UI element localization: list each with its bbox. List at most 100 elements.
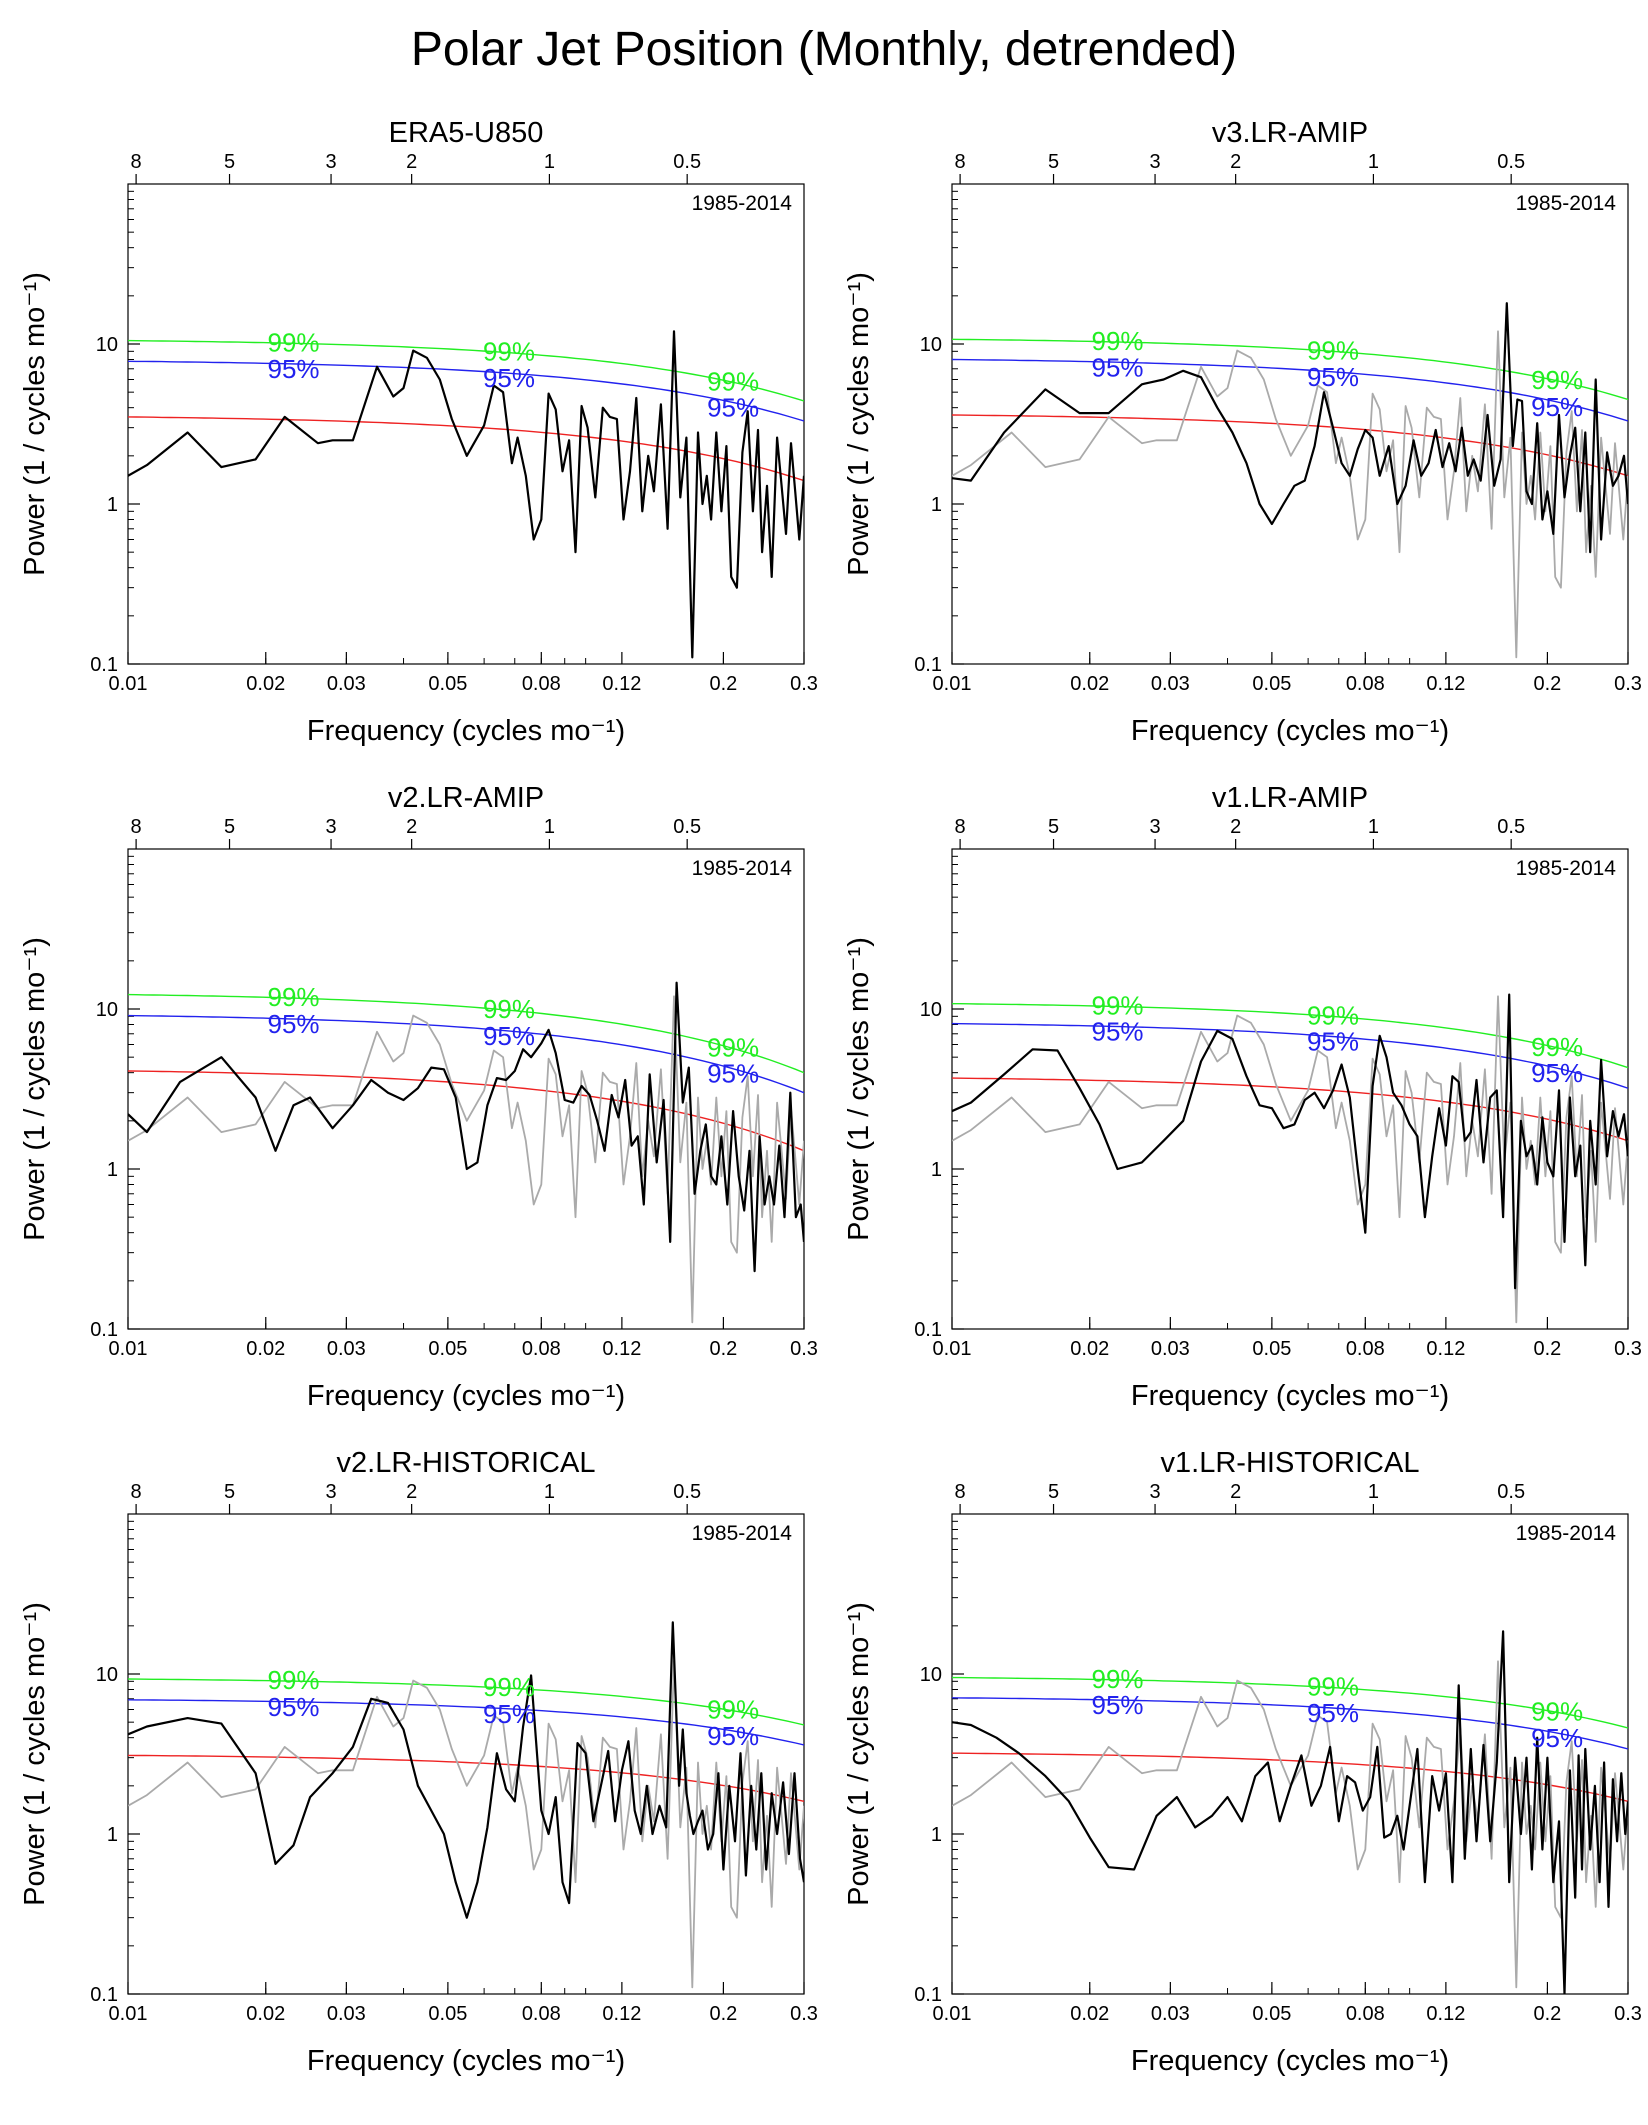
x-tick-label: 0.05: [428, 673, 467, 695]
top-tick-label: 2: [1230, 1481, 1241, 1503]
plot-area: [952, 302, 1628, 659]
sig95-curve: [952, 1022, 1628, 1089]
y-tick-label: 10: [96, 999, 118, 1021]
y-tick-label: 0.1: [914, 1984, 942, 2006]
series-era5-u850: [128, 330, 804, 659]
x-tick-label: 0.12: [602, 2003, 641, 2025]
sig99-label: 99%: [1307, 335, 1359, 365]
x-axis-label: Frequency (cycles mo⁻¹): [307, 1380, 625, 1412]
series-v2-lr-amip: [128, 981, 804, 1273]
sig99-label: 99%: [268, 327, 320, 357]
x-tick-label: 0.08: [1346, 673, 1385, 695]
top-tick-label: 5: [1048, 816, 1059, 838]
sig99-label: 99%: [1531, 365, 1583, 395]
x-tick-label: 0.12: [602, 1338, 641, 1360]
top-tick-label: 8: [131, 816, 142, 838]
top-tick-label: 1: [1368, 151, 1379, 173]
series-v2-lr-historical: [128, 1621, 804, 1919]
sig99-curve: [952, 338, 1628, 401]
x-tick-label: 0.3: [790, 2003, 818, 2025]
y-tick-label: 1: [931, 494, 942, 516]
y-tick-label: 10: [920, 1664, 942, 1686]
y-axis-label: Power (1 / cycles mo⁻¹): [843, 272, 875, 576]
sig95-label: 95%: [483, 1699, 535, 1729]
x-tick-label: 0.02: [246, 673, 285, 695]
x-tick-label: 0.12: [602, 673, 641, 695]
top-tick-label: 1: [1368, 1481, 1379, 1503]
plot-frame: [951, 848, 1629, 1330]
x-tick-label: 0.08: [1346, 2003, 1385, 2025]
x-tick-label: 0.01: [109, 1338, 148, 1360]
sig99-label: 99%: [707, 1695, 759, 1725]
y-tick-label: 0.1: [914, 654, 942, 676]
panel-v2-lr-amip: v2.LR-AMIP 0.01 0.02 0.03 0.05 0.08 0.12 0.2 0.3…: [0, 765, 824, 1430]
top-tick-label: 0.5: [673, 1481, 701, 1503]
sig99-curve: [952, 1676, 1628, 1729]
sig99-label: 99%: [1092, 326, 1144, 356]
top-tick-label: 3: [1149, 1481, 1160, 1503]
x-tick-label: 0.3: [790, 1338, 818, 1360]
y-tick-label: 1: [107, 494, 118, 516]
x-tick-label: 0.02: [1070, 673, 1109, 695]
sig95-label: 95%: [707, 1059, 759, 1089]
top-tick-label: 5: [1048, 1481, 1059, 1503]
x-tick-label: 0.08: [522, 2003, 561, 2025]
y-tick-label: 10: [920, 334, 942, 356]
y-axis-label: Power (1 / cycles mo⁻¹): [19, 1602, 51, 1906]
top-tick-label: 1: [1368, 816, 1379, 838]
sig99-label: 99%: [707, 1032, 759, 1062]
sig95-label: 95%: [483, 363, 535, 393]
panel-v1-lr-amip: v1.LR-AMIP 0.01 0.02 0.03 0.05 0.08 0.12 0.2 0.3…: [824, 765, 1648, 1430]
x-tick-label: 0.02: [246, 2003, 285, 2025]
top-tick-label: 3: [1149, 816, 1160, 838]
top-tick-label: 8: [955, 1481, 966, 1503]
top-tick-label: 8: [955, 816, 966, 838]
chart-title: v2.LR-AMIP: [388, 782, 544, 814]
y-axis-label: Power (1 / cycles mo⁻¹): [843, 1602, 875, 1906]
sig95-curve: [128, 360, 804, 422]
top-tick-label: 5: [1048, 151, 1059, 173]
top-tick-label: 2: [1230, 816, 1241, 838]
sig99-label: 99%: [268, 982, 320, 1012]
y-tick-label: 0.1: [90, 654, 118, 676]
sig99-curve: [128, 993, 804, 1074]
red-noise-curve: [128, 416, 804, 482]
x-tick-label: 0.12: [1426, 673, 1465, 695]
x-tick-label: 0.2: [710, 1338, 738, 1360]
sig99-label: 99%: [707, 366, 759, 396]
y-tick-label: 1: [931, 1824, 942, 1846]
chart-title: v1.LR-AMIP: [1212, 782, 1368, 814]
sig99-label: 99%: [1531, 1032, 1583, 1062]
x-tick-label: 0.01: [933, 673, 972, 695]
top-tick-label: 3: [325, 1481, 336, 1503]
sig95-label: 95%: [1092, 352, 1144, 382]
x-tick-label: 0.03: [327, 673, 366, 695]
sig95-label: 95%: [268, 1009, 320, 1039]
sig95-label: 95%: [707, 1721, 759, 1751]
y-axis-label: Power (1 / cycles mo⁻¹): [19, 272, 51, 576]
x-axis-label: Frequency (cycles mo⁻¹): [1131, 715, 1449, 747]
sig95-label: 95%: [1307, 362, 1359, 392]
sig95-label: 95%: [268, 1692, 320, 1722]
x-tick-label: 0.03: [1151, 673, 1190, 695]
y-tick-label: 10: [96, 1664, 118, 1686]
sig95-label: 95%: [1531, 1058, 1583, 1088]
series-era5-u850: [128, 995, 804, 1324]
top-tick-label: 1: [544, 816, 555, 838]
sig95-label: 95%: [1531, 392, 1583, 422]
top-tick-label: 5: [224, 816, 235, 838]
sig99-label: 99%: [1092, 1664, 1144, 1694]
sig95-curve: [952, 1697, 1628, 1750]
sig95-label: 95%: [1307, 1027, 1359, 1057]
top-tick-label: 2: [406, 151, 417, 173]
series-era5-u850: [128, 1660, 804, 1989]
x-tick-label: 0.3: [1614, 1338, 1642, 1360]
sig99-label: 99%: [483, 1672, 535, 1702]
x-tick-label: 0.12: [1426, 1338, 1465, 1360]
x-tick-label: 0.05: [1252, 1338, 1291, 1360]
top-tick-label: 5: [224, 1481, 235, 1503]
